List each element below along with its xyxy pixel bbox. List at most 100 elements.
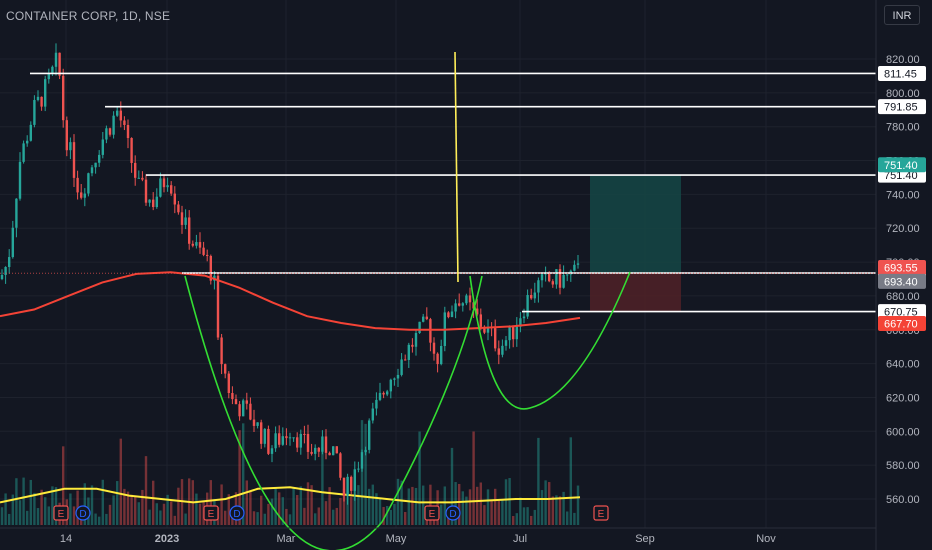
volume-bar	[26, 510, 29, 525]
price-tag-last-box	[878, 259, 926, 275]
candle-body	[436, 353, 439, 365]
candle-body	[378, 392, 382, 400]
volume-bar	[483, 505, 486, 525]
volume-bar	[465, 496, 468, 525]
volume-bar	[209, 480, 212, 525]
volume-bar	[407, 488, 410, 525]
candle-body	[576, 263, 580, 265]
candle-body	[44, 79, 47, 107]
volume-bar	[569, 437, 572, 525]
candle-body	[396, 374, 400, 379]
volume-bar	[18, 500, 22, 525]
volume-bar	[350, 496, 353, 525]
candle-body	[256, 422, 259, 426]
candle-body	[285, 436, 288, 439]
volume-bar	[0, 507, 4, 525]
symbol-title: CONTAINER CORP, 1D, NSE	[6, 9, 171, 23]
candle-body	[278, 433, 281, 445]
volume-bar	[224, 510, 227, 525]
volume-bar	[339, 498, 342, 525]
volume-bar	[522, 507, 526, 525]
candle-body	[51, 66, 54, 74]
candle-body	[407, 344, 410, 360]
candle-body	[209, 255, 212, 281]
volume-average-path	[0, 486, 581, 504]
price-tick-label: 600.00	[886, 426, 920, 438]
candle-body	[551, 281, 554, 285]
level-tag-box	[878, 304, 926, 320]
candle-body	[299, 433, 302, 448]
candle-body	[476, 308, 479, 315]
price-tick-label: 780.00	[886, 122, 920, 134]
volume-bar	[389, 509, 392, 525]
candle-body	[87, 173, 90, 194]
time-axis[interactable]: 14 2023 Mar May Jul Sep Nov	[0, 527, 876, 545]
volume-bar	[155, 503, 158, 525]
price-tag-target-text: 751.40	[884, 160, 918, 172]
candle-body	[245, 400, 248, 404]
volume-bar	[119, 438, 122, 525]
candle-body	[310, 451, 313, 454]
event-marker-label: E	[598, 509, 605, 520]
volume-bar	[558, 496, 562, 525]
volume-bar	[490, 500, 493, 525]
candle-body	[8, 257, 11, 268]
cup-curve-right	[381, 275, 483, 523]
candle-body	[440, 345, 443, 365]
price-tick-label: 680.00	[886, 291, 920, 303]
volume-bar	[393, 503, 396, 525]
price-tick-label: 640.00	[886, 359, 920, 371]
candle-body	[242, 400, 245, 417]
volume-bar	[267, 503, 270, 525]
volume-bar	[468, 489, 472, 525]
candle-body	[303, 433, 306, 435]
price-tag-target: 751.40	[878, 157, 926, 173]
candle-body	[292, 437, 295, 439]
event-marker-label: D	[79, 509, 86, 520]
volume-bar	[245, 480, 248, 525]
candle-body	[83, 193, 86, 198]
volume-bar	[296, 495, 299, 525]
event-marker-shape	[75, 505, 91, 521]
volume-bar	[321, 447, 324, 525]
candle-body	[40, 96, 43, 107]
volume-bar	[375, 493, 378, 525]
candle-body	[130, 138, 133, 163]
volume-bar	[299, 486, 302, 525]
candle-body	[227, 373, 230, 393]
level-tag: 811.45	[878, 65, 926, 81]
volume-bar	[101, 479, 104, 525]
price-tick-label: 740.00	[886, 189, 920, 201]
volume-bar	[353, 481, 356, 525]
volume-bar	[371, 484, 374, 525]
currency-button[interactable]: INR	[884, 5, 920, 25]
candle-body	[159, 178, 162, 197]
candle-body	[26, 140, 29, 144]
candle-body	[404, 359, 407, 361]
volume-bar	[494, 488, 497, 525]
time-tick-label: 2023	[155, 533, 179, 545]
volume-bar	[227, 494, 230, 525]
candle-body	[400, 359, 403, 375]
volume-bar	[198, 503, 202, 525]
candle-body	[422, 316, 425, 322]
price-tag-last-text: 693.55	[884, 262, 918, 274]
candle-body	[148, 199, 151, 203]
volume-bar	[281, 497, 284, 525]
candle-body	[548, 273, 551, 282]
candle-body	[11, 227, 14, 258]
volume-bar	[33, 492, 36, 525]
volume-bar	[418, 431, 421, 525]
volume-bar	[274, 487, 277, 525]
candle-body	[191, 243, 194, 246]
candle-body	[206, 254, 209, 256]
volume-bar	[285, 508, 288, 525]
volume-bar	[144, 456, 148, 525]
candle-body	[58, 52, 61, 76]
price-tick-label: 580.00	[886, 460, 920, 472]
candle-body	[537, 280, 540, 293]
volume-bar	[508, 478, 511, 525]
volume-bar	[51, 486, 54, 525]
price-tick-label: 560.00	[886, 494, 920, 506]
